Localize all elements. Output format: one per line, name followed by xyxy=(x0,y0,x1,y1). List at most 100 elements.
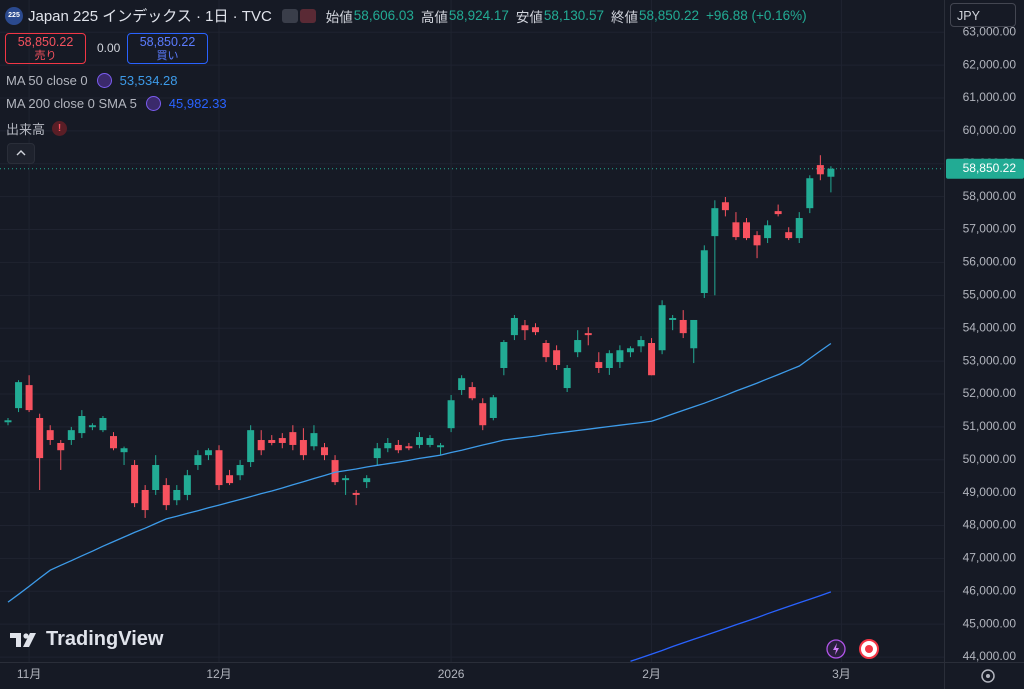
candle-body xyxy=(806,178,814,209)
candle-body xyxy=(458,378,466,391)
y-tick-label: 57,000.00 xyxy=(963,222,1017,236)
candle-body xyxy=(690,319,698,349)
y-tick-label: 48,000.00 xyxy=(963,518,1017,532)
y-tick-label: 46,000.00 xyxy=(963,583,1017,597)
candle-body xyxy=(226,475,234,484)
warning-icon[interactable]: ! xyxy=(52,121,68,136)
candle-body xyxy=(753,235,761,246)
ohlc-value: 58,850.22 xyxy=(638,8,700,23)
ma-icon[interactable] xyxy=(96,73,112,88)
candle-body xyxy=(827,168,835,177)
ma-legend: MA 50 close 0 53,534.28 xyxy=(6,73,178,88)
candle-body xyxy=(774,211,782,215)
candle-body xyxy=(4,420,12,423)
y-tick-label: 53,000.00 xyxy=(963,353,1017,367)
y-tick-label: 54,000.00 xyxy=(963,320,1017,334)
toggle-pill[interactable] xyxy=(281,8,316,23)
y-tick-label: 51,000.00 xyxy=(963,419,1017,433)
candle-body xyxy=(437,445,445,448)
ma-icon[interactable] xyxy=(145,96,161,111)
candle-body xyxy=(785,232,793,239)
record-dot xyxy=(865,645,873,653)
candle-body xyxy=(299,440,307,456)
logo-text: TradingView xyxy=(46,628,164,650)
y-tick-label: 58,000.00 xyxy=(963,189,1017,203)
candle-body xyxy=(110,436,117,449)
candle-body xyxy=(637,340,645,347)
candle-body xyxy=(120,448,128,453)
ohlc-label: 安値 xyxy=(515,9,543,25)
candle-body xyxy=(510,318,518,336)
candle-body xyxy=(447,400,455,429)
buy-label: 買い xyxy=(156,50,179,62)
candle-body xyxy=(626,348,634,353)
candle-body xyxy=(36,417,44,459)
candle-body xyxy=(479,403,487,426)
candle-body xyxy=(532,327,539,333)
candle-body xyxy=(616,350,624,363)
candle-body xyxy=(173,490,181,501)
candle-body xyxy=(605,353,613,368)
sell-label: 売り xyxy=(34,50,57,62)
y-tick-label: 61,000.00 xyxy=(963,90,1017,104)
candle-body xyxy=(584,333,592,336)
ma-line xyxy=(630,591,832,662)
y-tick-label: 52,000.00 xyxy=(963,386,1017,400)
ma-legend: MA 200 close 0 SMA 5 45,982.33 xyxy=(6,96,227,111)
candle-body xyxy=(78,416,86,434)
candle-body xyxy=(679,319,687,334)
symbol-title: Japan 225 インデックス · 1日 · TVC xyxy=(28,8,272,25)
candle-body xyxy=(131,465,139,504)
ohlc-label: 終値 xyxy=(610,9,638,25)
sell-price: 58,850.22 xyxy=(17,35,74,49)
candle-body xyxy=(500,342,508,368)
candle-body xyxy=(321,447,328,456)
buy-button[interactable]: 58,850.22 買い xyxy=(127,33,208,64)
legend-value: 45,982.33 xyxy=(168,96,227,111)
y-tick-label: 47,000.00 xyxy=(963,551,1017,565)
candle-body xyxy=(542,343,550,358)
candle-body xyxy=(384,442,392,449)
candle-body xyxy=(46,430,54,441)
candle-body xyxy=(310,433,318,447)
legend-value: 53,534.28 xyxy=(119,73,178,88)
collapse-button[interactable] xyxy=(7,143,35,164)
logo-mark xyxy=(10,632,36,647)
volume-legend: 出来高! xyxy=(6,119,68,138)
candle-body xyxy=(152,465,160,491)
ohlc-label: 始値 xyxy=(325,9,353,25)
candle-body xyxy=(141,490,149,511)
candle-body xyxy=(204,450,212,456)
currency-select[interactable]: JPY xyxy=(950,3,1016,27)
candle-body xyxy=(648,343,656,376)
candle-body xyxy=(426,438,434,445)
candle-body xyxy=(721,202,729,211)
y-tick-label: 50,000.00 xyxy=(963,452,1017,466)
y-tick-label: 55,000.00 xyxy=(963,287,1017,301)
candle-body xyxy=(468,387,476,399)
candle-body xyxy=(15,382,23,409)
candle-body xyxy=(99,417,107,431)
ohlc-value: 58,130.57 xyxy=(543,8,604,23)
candle-body xyxy=(268,440,276,443)
symbol-icon: 225 xyxy=(5,6,23,25)
settings-dot xyxy=(986,674,990,678)
ohlc-label: 高値 xyxy=(420,9,448,25)
candle-body xyxy=(67,430,75,441)
y-tick-label: 49,000.00 xyxy=(963,485,1017,499)
candle-body xyxy=(764,225,772,239)
header: 225 Japan 225 インデックス · 1日 · TVC 始値 58,606… xyxy=(5,5,814,26)
candle-body xyxy=(342,478,350,481)
legend-name: MA 50 close 0 xyxy=(6,73,88,88)
candle-body xyxy=(331,460,339,483)
candle-body xyxy=(247,430,255,463)
candle-body xyxy=(289,432,297,445)
candle-body xyxy=(658,305,666,351)
sell-button[interactable]: 58,850.22 売り xyxy=(5,33,86,64)
ohlc-value: 58,606.03 xyxy=(353,8,414,23)
settings-button[interactable] xyxy=(981,669,995,683)
candle-body xyxy=(363,478,371,483)
axes: 44,000.00 45,000.00 46,000.00 47,000.00 48,0… xyxy=(17,24,1024,681)
